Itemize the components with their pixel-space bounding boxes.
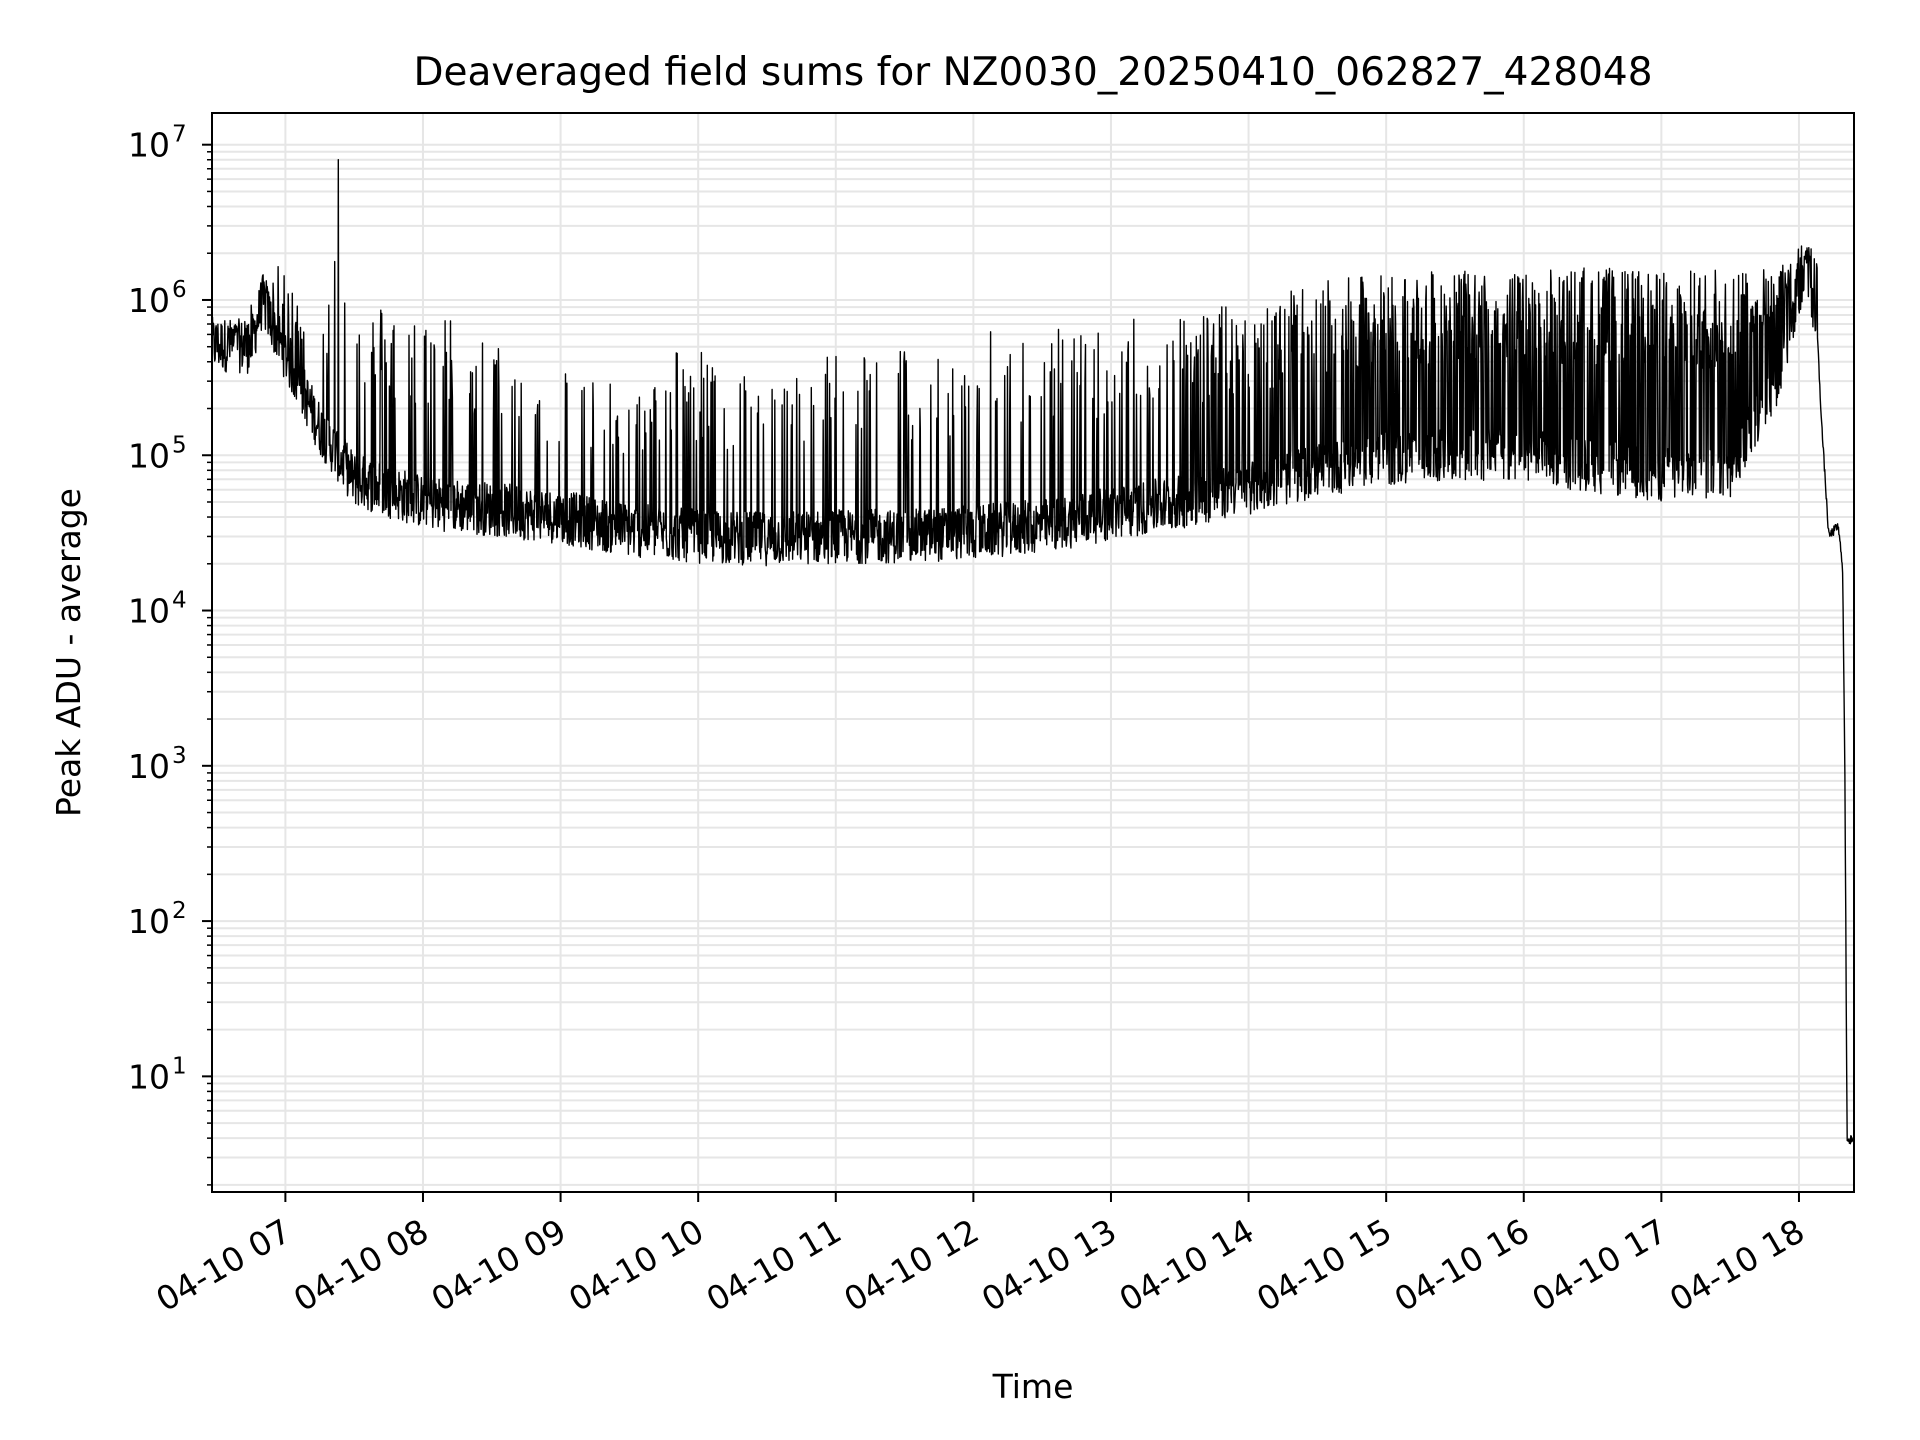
y-tick-exponent: 1 bbox=[172, 1053, 187, 1079]
x-axis-label: Time bbox=[992, 1367, 1074, 1406]
x-tick-label: 04-10 14 bbox=[1113, 1211, 1261, 1319]
x-tick-label: 04-10 09 bbox=[425, 1211, 573, 1319]
tick-marks bbox=[202, 143, 1800, 1202]
x-tick-label: 04-10 15 bbox=[1250, 1211, 1398, 1319]
chart-title: Deaveraged field sums for NZ0030_2025041… bbox=[413, 50, 1652, 95]
y-tick-label: 10 bbox=[128, 902, 170, 941]
y-axis-label: Peak ADU - average bbox=[49, 488, 88, 817]
y-tick-label: 10 bbox=[128, 436, 170, 475]
x-tick-label: 04-10 12 bbox=[837, 1211, 985, 1319]
series-line bbox=[211, 159, 1855, 1145]
y-tick-exponent: 2 bbox=[172, 898, 187, 924]
y-tick-label: 10 bbox=[128, 126, 170, 165]
y-tick-exponent: 6 bbox=[172, 277, 187, 303]
x-tick-label: 04-10 11 bbox=[700, 1211, 848, 1319]
y-tick-exponent: 4 bbox=[172, 588, 187, 614]
y-tick-exponent: 5 bbox=[172, 432, 187, 458]
x-tick-label: 04-10 17 bbox=[1525, 1211, 1673, 1319]
grid-lines bbox=[212, 113, 1854, 1192]
x-tick-label: 04-10 16 bbox=[1388, 1211, 1536, 1319]
x-tick-label: 04-10 07 bbox=[149, 1211, 297, 1319]
y-tick-label: 10 bbox=[128, 747, 170, 786]
x-tick-label: 04-10 10 bbox=[562, 1211, 710, 1319]
x-tick-label: 04-10 18 bbox=[1663, 1211, 1811, 1319]
x-tick-label: 04-10 08 bbox=[287, 1211, 435, 1319]
y-tick-label: 10 bbox=[128, 1057, 170, 1096]
y-tick-exponent: 7 bbox=[172, 122, 187, 148]
plot-frame bbox=[211, 112, 1855, 1193]
y-tick-exponent: 3 bbox=[172, 743, 187, 769]
y-tick-label: 10 bbox=[128, 281, 170, 320]
x-tick-label: 04-10 13 bbox=[975, 1211, 1123, 1319]
y-tick-label: 10 bbox=[128, 592, 170, 631]
series-path bbox=[211, 159, 1855, 1145]
